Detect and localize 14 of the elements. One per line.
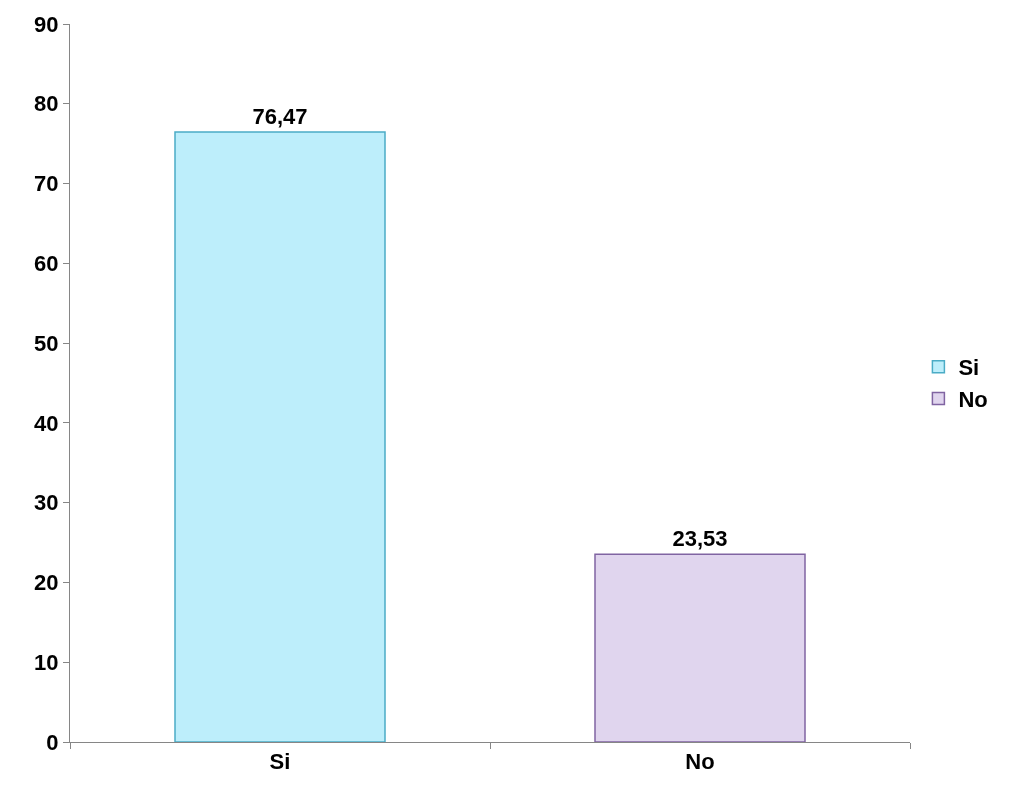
y-tick-label: 10 [34,649,59,675]
y-tick-label: 0 [46,729,59,755]
legend-label: Si [958,355,980,381]
legend-label: No [958,386,988,412]
y-tick-label: 30 [34,490,59,516]
y-tick-label: 20 [34,570,59,596]
y-tick-label: 40 [34,410,59,436]
y-tick-label: 90 [34,11,59,37]
y-tick-label: 70 [34,171,59,197]
y-tick-label: 80 [34,91,59,117]
y-tick-label: 60 [34,251,59,277]
y-tick-label: 50 [34,330,59,356]
data-label: 76,47 [252,103,308,129]
data-label: 23,53 [672,526,728,552]
